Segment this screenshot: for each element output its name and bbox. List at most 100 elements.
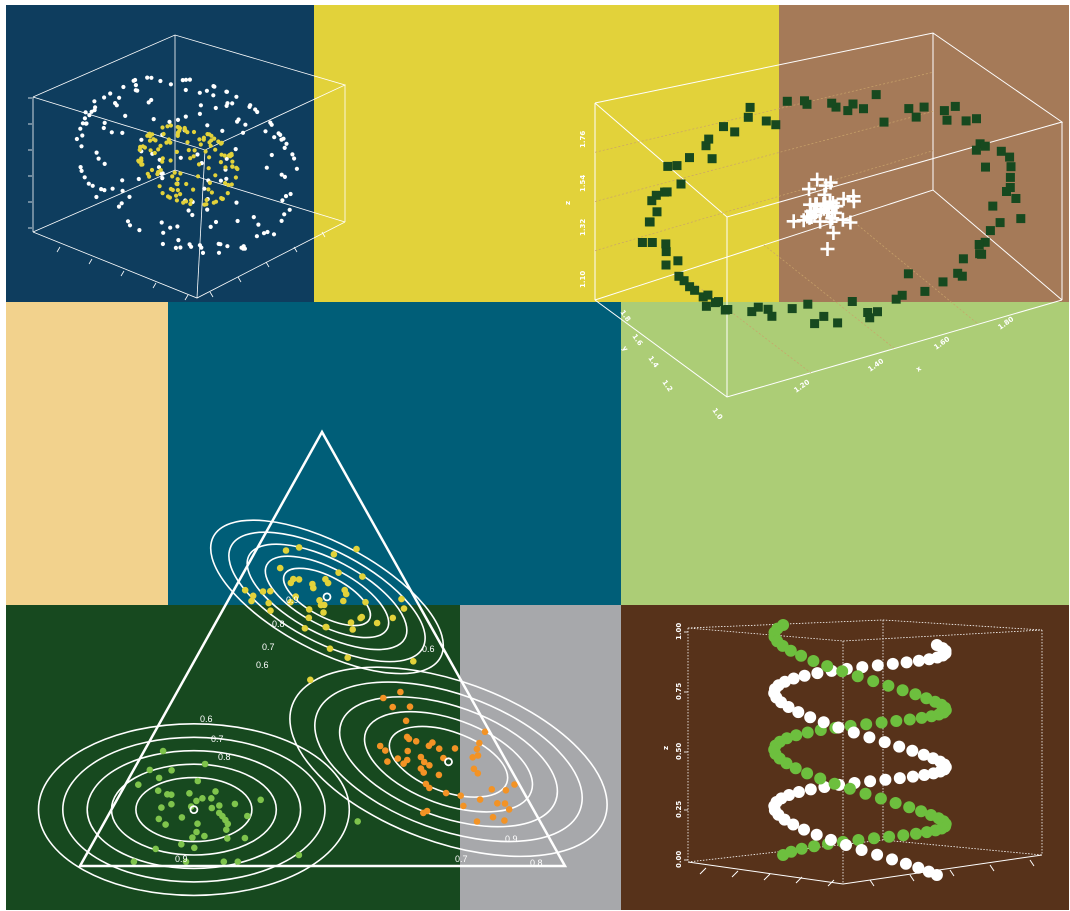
contour-label-1: 0.8 — [272, 619, 285, 629]
point-square — [950, 101, 960, 111]
point-series-0 — [373, 619, 381, 627]
point-square — [819, 311, 829, 321]
point-outer-shell — [137, 228, 142, 233]
point-series-1 — [193, 797, 200, 805]
point-series-0 — [347, 619, 355, 626]
point-helix-0 — [787, 818, 800, 831]
contour-line — [289, 666, 608, 858]
point-outer-shell — [110, 186, 115, 191]
point-square — [827, 98, 837, 108]
point-outer-shell — [183, 114, 188, 119]
point-series-1 — [194, 777, 202, 785]
point-square — [701, 301, 711, 311]
point-inner-shell — [168, 140, 173, 145]
point-outer-shell — [176, 238, 181, 243]
point-outer-shell — [269, 122, 274, 127]
point-inner-shell — [170, 174, 175, 179]
point-square — [701, 141, 711, 151]
contour-label-11: 0.7 — [455, 854, 468, 864]
point-series-1 — [158, 804, 165, 811]
point-series-1 — [182, 858, 190, 865]
point-series-0 — [340, 597, 347, 605]
point-outer-shell — [282, 174, 287, 179]
point-inner-shell — [174, 149, 179, 154]
point-inner-shell — [165, 124, 170, 129]
point-outer-shell — [211, 93, 216, 98]
z-axis-label: z — [662, 746, 670, 750]
point-series-2 — [474, 752, 482, 759]
point-inner-shell — [230, 164, 235, 169]
axis-box-edge — [196, 149, 206, 299]
point-outer-shell — [83, 121, 89, 126]
point-series-0 — [241, 586, 249, 594]
point-series-0 — [389, 614, 397, 622]
point-outer-shell — [241, 244, 246, 249]
point-square — [971, 145, 981, 155]
point-square — [873, 307, 882, 317]
point-helix-0 — [893, 772, 906, 785]
point-square — [661, 247, 671, 257]
point-series-1 — [241, 834, 249, 842]
point-square — [981, 162, 990, 172]
point-helix-1 — [814, 772, 827, 785]
point-outer-shell — [279, 218, 284, 223]
point-outer-shell — [139, 137, 144, 142]
point-series-2 — [470, 765, 478, 773]
point-outer-shell — [178, 245, 183, 250]
point-inner-shell — [229, 182, 234, 187]
point-helix-0 — [782, 701, 795, 713]
point-series-0 — [295, 544, 303, 551]
panel-mustard — [314, 5, 779, 302]
point-helix-0 — [893, 740, 906, 753]
point-inner-shell — [175, 177, 180, 182]
point-series-1 — [159, 747, 167, 755]
point-series-0 — [410, 658, 417, 665]
point-helix-0 — [798, 669, 811, 682]
x-tick-mark — [763, 873, 771, 881]
point-inner-shell — [185, 140, 190, 145]
z-tick-label-0: 1.10 — [579, 271, 587, 288]
y-tick-mark — [949, 869, 955, 877]
point-helix-0 — [899, 857, 912, 870]
point-helix-1 — [784, 644, 797, 657]
point-helix-1 — [795, 649, 808, 662]
point-square — [637, 238, 647, 247]
point-outer-shell — [161, 230, 166, 235]
contour-line — [388, 725, 509, 798]
point-helix-1 — [828, 777, 841, 790]
contour-label-7: 0.9 — [175, 854, 188, 864]
point-series-2 — [457, 792, 465, 799]
contour-label-5: 0.7 — [211, 734, 224, 744]
point-outer-shell — [101, 125, 106, 131]
point-series-2 — [417, 753, 425, 761]
point-outer-shell — [131, 78, 136, 83]
chart-spiral-3d: 1.101.321.541.76z1.201.401.601.80x1.81.6… — [564, 32, 1064, 421]
point-outer-shell — [208, 224, 213, 229]
point-outer-shell — [160, 241, 165, 247]
point-helix-1 — [821, 660, 834, 673]
x-axis-label: x — [915, 364, 924, 373]
point-series-1 — [234, 858, 242, 865]
point-inner-shell — [213, 199, 219, 204]
point-square — [703, 290, 713, 300]
point-helix-0 — [792, 786, 805, 798]
point-outer-shell — [278, 132, 283, 137]
point-outer-shell — [205, 207, 210, 212]
point-outer-shell — [255, 109, 260, 115]
point-series-1 — [135, 781, 142, 788]
axis-box-edge — [594, 189, 1063, 301]
grid-line — [594, 71, 934, 153]
point-plus — [825, 196, 840, 210]
point-outer-shell — [120, 188, 125, 193]
x-tick-mark — [699, 867, 707, 875]
point-helix-1 — [801, 726, 814, 739]
y-tick-mark — [120, 270, 125, 277]
point-square — [996, 146, 1006, 156]
point-inner-shell — [149, 167, 155, 173]
point-series-1 — [295, 851, 303, 859]
point-outer-shell — [272, 135, 277, 140]
point-outer-shell — [205, 123, 210, 128]
point-inner-shell — [191, 129, 197, 135]
point-square — [644, 217, 654, 227]
point-outer-shell — [271, 232, 277, 237]
